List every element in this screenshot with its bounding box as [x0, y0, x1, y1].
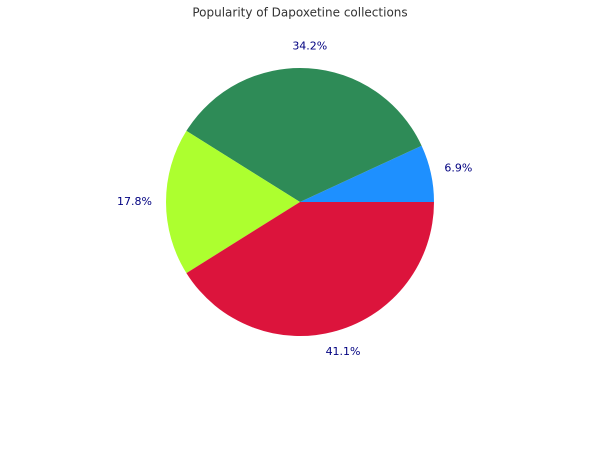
- chart-title: Popularity of Dapoxetine collections: [192, 6, 407, 20]
- pie-slice: [186, 68, 422, 202]
- slice-label: 6.9%: [444, 161, 472, 174]
- pie-slice: [166, 130, 300, 274]
- pie-slice: [186, 202, 434, 336]
- slice-label: 17.8%: [117, 195, 152, 208]
- pie-slice: [300, 145, 434, 202]
- slice-label: 41.1%: [326, 345, 361, 358]
- slice-label: 34.2%: [292, 39, 327, 52]
